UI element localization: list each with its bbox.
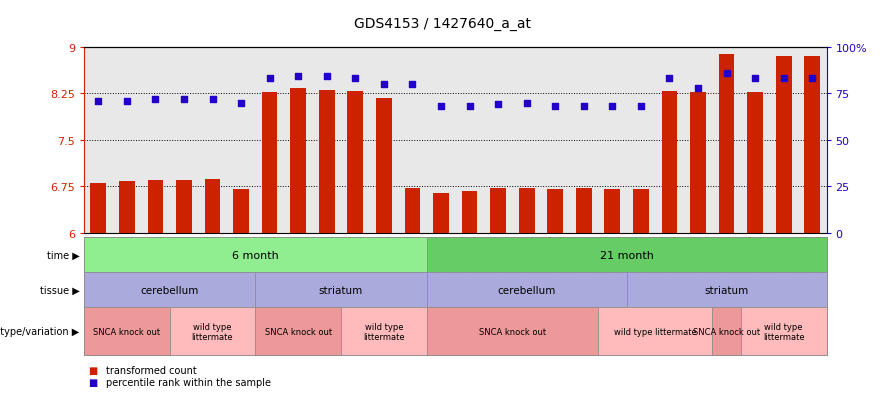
Text: time ▶: time ▶ bbox=[47, 250, 80, 260]
Text: tissue ▶: tissue ▶ bbox=[40, 285, 80, 295]
Bar bbox=[176, 181, 192, 233]
Bar bbox=[661, 92, 677, 233]
Bar bbox=[405, 188, 420, 233]
Bar bbox=[776, 57, 791, 233]
Point bbox=[662, 76, 676, 83]
Text: 6 month: 6 month bbox=[232, 250, 278, 260]
Point bbox=[777, 76, 791, 83]
Bar bbox=[262, 93, 278, 233]
Bar bbox=[347, 92, 363, 233]
Point bbox=[720, 70, 734, 77]
Point bbox=[462, 104, 476, 110]
Text: cerebellum: cerebellum bbox=[498, 285, 556, 295]
Point bbox=[748, 76, 762, 83]
Point bbox=[320, 74, 334, 81]
Bar bbox=[633, 189, 649, 233]
Point bbox=[548, 104, 562, 110]
Text: SNCA knock out: SNCA knock out bbox=[479, 327, 546, 336]
Point bbox=[149, 96, 163, 103]
Bar bbox=[519, 189, 535, 233]
Bar bbox=[747, 93, 763, 233]
Point bbox=[377, 81, 391, 88]
Point bbox=[634, 104, 648, 110]
Text: SNCA knock out: SNCA knock out bbox=[93, 327, 160, 336]
Text: wild type littermate: wild type littermate bbox=[613, 327, 697, 336]
Text: percentile rank within the sample: percentile rank within the sample bbox=[106, 377, 271, 387]
Point bbox=[234, 100, 248, 107]
Text: SNCA knock out: SNCA knock out bbox=[693, 327, 760, 336]
Text: genotype/variation ▶: genotype/variation ▶ bbox=[0, 326, 80, 337]
Bar bbox=[804, 57, 820, 233]
Bar bbox=[576, 189, 591, 233]
Text: striatum: striatum bbox=[319, 285, 363, 295]
Bar bbox=[376, 99, 392, 233]
Bar bbox=[605, 189, 621, 233]
Bar bbox=[205, 179, 220, 233]
Point bbox=[520, 100, 534, 107]
Text: wild type
littermate: wild type littermate bbox=[763, 322, 804, 341]
Bar bbox=[719, 55, 735, 233]
Point bbox=[348, 76, 362, 83]
Bar bbox=[491, 189, 506, 233]
Bar bbox=[690, 93, 706, 233]
Text: cerebellum: cerebellum bbox=[141, 285, 199, 295]
Bar bbox=[148, 180, 164, 233]
Bar bbox=[90, 184, 106, 233]
Text: wild type
littermate: wild type littermate bbox=[363, 322, 405, 341]
Bar bbox=[547, 189, 563, 233]
Point bbox=[177, 96, 191, 103]
Point bbox=[291, 74, 305, 81]
Point bbox=[576, 104, 591, 110]
Text: SNCA knock out: SNCA knock out bbox=[264, 327, 332, 336]
Text: ■: ■ bbox=[88, 377, 97, 387]
Point bbox=[263, 76, 277, 83]
Bar bbox=[433, 193, 449, 233]
Point bbox=[691, 85, 705, 92]
Point bbox=[606, 104, 620, 110]
Point bbox=[205, 96, 219, 103]
Bar bbox=[290, 89, 306, 233]
Point bbox=[119, 98, 133, 105]
Point bbox=[406, 81, 420, 88]
Point bbox=[91, 98, 105, 105]
Text: ■: ■ bbox=[88, 365, 97, 375]
Point bbox=[491, 102, 505, 109]
Bar bbox=[319, 91, 335, 233]
Bar bbox=[461, 191, 477, 233]
Bar bbox=[119, 182, 134, 233]
Bar bbox=[233, 189, 249, 233]
Text: GDS4153 / 1427640_a_at: GDS4153 / 1427640_a_at bbox=[354, 17, 530, 31]
Text: 21 month: 21 month bbox=[599, 250, 653, 260]
Text: striatum: striatum bbox=[705, 285, 749, 295]
Text: transformed count: transformed count bbox=[106, 365, 197, 375]
Text: wild type
littermate: wild type littermate bbox=[192, 322, 233, 341]
Point bbox=[434, 104, 448, 110]
Point bbox=[805, 76, 819, 83]
